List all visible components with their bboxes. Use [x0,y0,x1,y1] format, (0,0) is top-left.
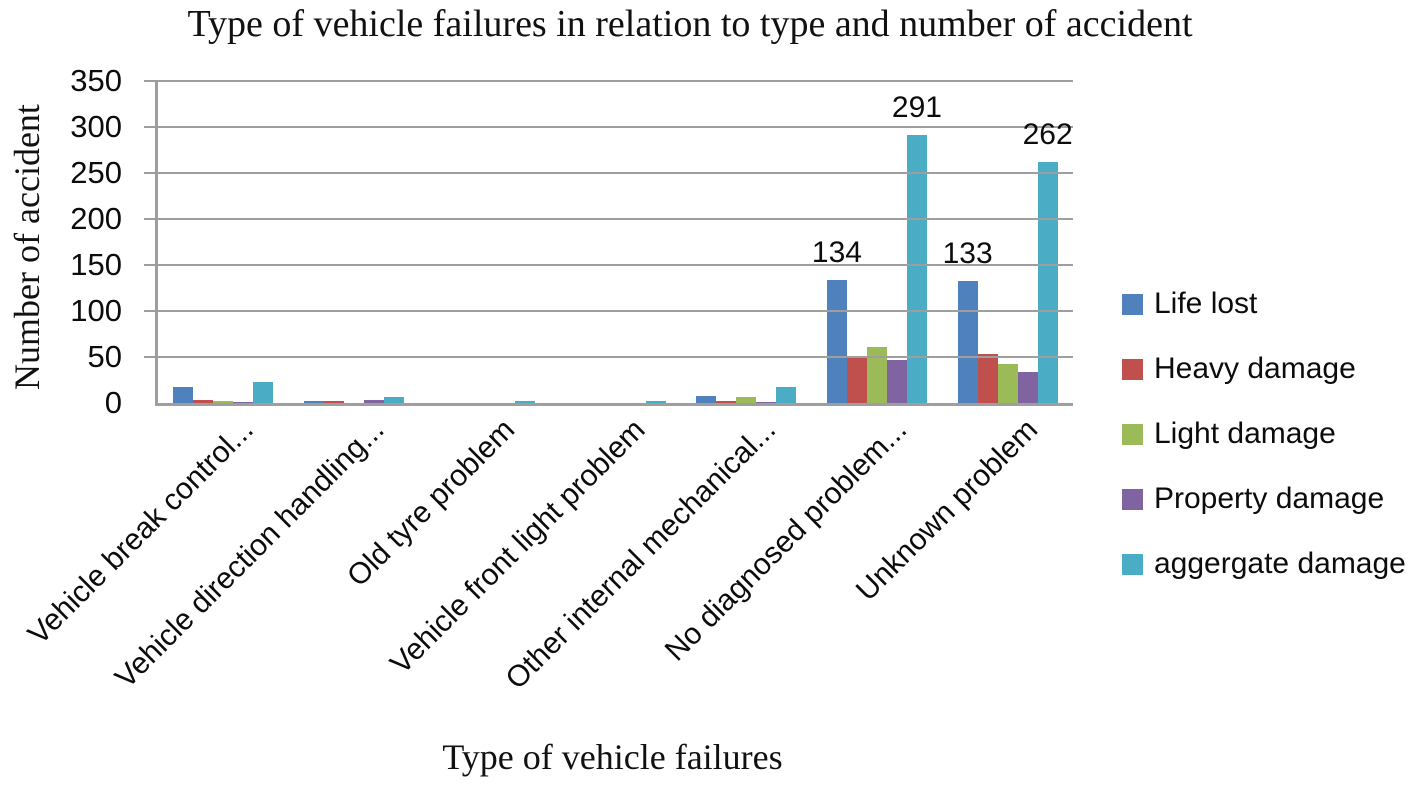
bar [304,401,325,403]
bar [957,281,978,403]
bar [514,401,535,403]
x-axis-title: Type of vehicle failures [442,737,783,777]
bar [696,396,717,403]
legend-swatch-icon [1122,553,1143,575]
y-tick-label: 200 [70,201,122,236]
bar-group [158,81,289,403]
bar [736,397,757,403]
legend-item: Light damage [1122,417,1406,451]
y-tick-label: 150 [70,247,122,282]
bar [645,401,666,403]
y-tick-label: 250 [70,155,122,190]
bar [866,347,887,403]
gridline [144,356,1073,358]
bar [384,397,405,403]
legend: Life lost Heavy damage Light damage Propert… [1122,287,1406,581]
legend-swatch-icon [1122,358,1143,380]
bar-group [289,81,420,403]
gridline [144,172,1073,174]
y-tick-label: 50 [87,339,122,374]
bar [233,402,254,403]
y-tick-label: 0 [104,385,122,420]
bar [716,401,737,403]
legend-label: Heavy damage [1154,352,1356,385]
legend-item: aggergate damage [1122,547,1406,581]
legend-label: Life lost [1154,287,1258,320]
legend-label: Property damage [1154,482,1385,515]
bar [324,401,345,403]
data-label: 291 [891,91,942,124]
bar [886,360,907,403]
legend-swatch-icon [1122,488,1143,510]
legend-item: Life lost [1122,287,1406,321]
bar [173,387,194,403]
y-tick-label: 300 [70,109,122,144]
bar-group [550,81,681,403]
bar [906,135,927,403]
data-label: 133 [942,237,993,270]
bar [826,280,847,403]
bar [776,387,797,403]
x-tick-label: Vehicle break control... [21,413,260,651]
legend-label: Light damage [1154,417,1336,450]
legend-swatch-icon [1122,293,1143,315]
y-tick-label: 100 [70,293,122,328]
bar [253,382,274,403]
legend-item: Property damage [1122,482,1406,516]
bar [1017,372,1038,403]
gridline [144,310,1073,312]
bar [756,402,777,403]
x-tick-label: Other internal mechanical... [499,413,783,696]
bar [997,364,1018,403]
legend-swatch-icon [1122,423,1143,445]
chart-title: Type of vehicle failures in relation to … [187,3,1193,45]
bar-group [942,81,1073,403]
bar [213,401,234,403]
bar-group [681,81,812,403]
bar-group [419,81,550,403]
x-tick-label: No diagnosed problem... [658,413,914,668]
bar-groups [158,81,1073,403]
data-label: 134 [811,236,862,269]
bar [193,400,214,403]
x-tick-label: Vehicle direction handling... [108,413,391,695]
bar [364,400,385,403]
gridline [144,80,1073,82]
legend-item: Heavy damage [1122,352,1406,386]
gridline [144,218,1073,220]
gridline [144,264,1073,266]
y-tick-label: 350 [70,63,122,98]
bar [977,354,998,403]
plot-area: 134 291 133 262 [144,80,1073,406]
legend-label: aggergate damage [1154,547,1406,580]
bar [1037,162,1058,403]
bar [846,358,867,403]
x-tick-label: Vehicle front light problem [384,413,652,681]
gridline [144,126,1073,128]
data-label: 262 [1022,118,1073,151]
